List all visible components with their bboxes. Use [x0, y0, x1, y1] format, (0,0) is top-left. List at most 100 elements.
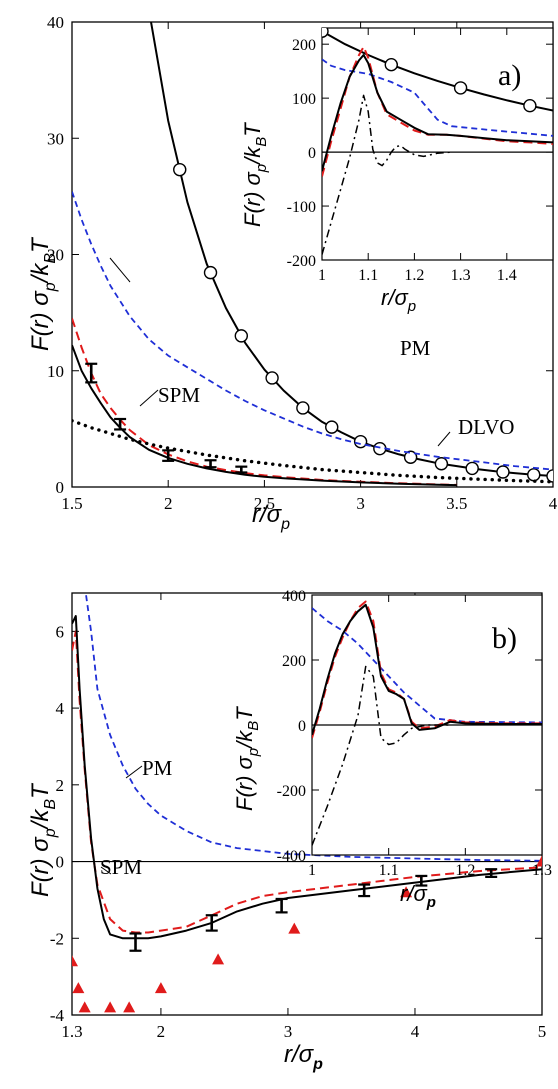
series-line-spm: [72, 615, 542, 940]
x-tick-label: 1.2: [455, 862, 475, 879]
data-marker-triangle: [154, 982, 167, 994]
series-line-pm: [72, 191, 553, 471]
x-tick-label: 1.3: [61, 1022, 82, 1041]
y-tick-label: 0: [56, 853, 65, 872]
series-line-pm: [322, 58, 553, 137]
series-line-dash-dot: [322, 94, 452, 255]
panel-b-label: b): [492, 622, 517, 655]
data-marker-circle: [203, 265, 218, 280]
data-marker-circle: [373, 441, 387, 456]
x-tick-label: 4: [411, 1022, 420, 1041]
data-marker-circle: [143, 4, 155, 16]
panel-b-ylabel: F(r) σp/kBT: [27, 782, 59, 897]
y-tick-label: -400: [277, 848, 306, 865]
x-tick-label: 1: [308, 862, 316, 879]
data-marker-circle: [403, 450, 418, 464]
series-line-pm: [84, 593, 542, 862]
inset-b-series: [312, 600, 542, 846]
spm-leader-b: [100, 866, 112, 875]
x-tick-label: 1.2: [404, 267, 424, 284]
y-tick-label: 0: [308, 145, 316, 162]
spm-leader: [139, 389, 159, 407]
panel-b-ticks: 1.3 2 3 4 5 -4 -2 0 2 4 6: [50, 593, 546, 1041]
inset-a-frame: [321, 27, 554, 261]
x-tick-label: 2.5: [254, 494, 275, 513]
data-marker-triangle: [72, 982, 85, 994]
x-tick-label: 4: [549, 494, 558, 513]
series-line-dotted: [72, 419, 553, 484]
data-marker-triangle: [400, 886, 413, 898]
data-marker-circle: [384, 57, 398, 72]
panel-a-series: [72, 4, 553, 487]
panel-b-series: [72, 593, 542, 1013]
data-marker-circle: [296, 401, 310, 415]
data-marker-circle: [173, 162, 187, 177]
spm-annotation-b: SPM: [100, 855, 142, 879]
data-marker-circle: [523, 98, 537, 113]
x-tick-label: 3: [356, 494, 365, 513]
svg-text:F(r) σp/kBT: F(r) σp/kBT: [27, 236, 59, 351]
y-tick-label: 100: [292, 91, 316, 108]
data-marker-triangle: [104, 1001, 117, 1013]
y-tick-label: 200: [282, 653, 306, 670]
data-marker-circle: [546, 469, 553, 483]
y-tick-label: 30: [47, 129, 64, 148]
series-line-spm: [312, 603, 542, 736]
pm-annotation: PM: [400, 336, 431, 360]
data-marker-triangle: [123, 1001, 136, 1013]
y-tick-label: 20: [47, 246, 64, 265]
series-line-spm: [322, 54, 553, 172]
data-marker-circle: [325, 420, 339, 434]
series-line-dash-dot: [312, 665, 450, 846]
svg-text:F(r) σp/kBT: F(r) σp/kBT: [240, 122, 270, 227]
panel-a-ylabel: F(r) σp/kBT: [27, 236, 59, 351]
series-line-spm: [72, 344, 457, 487]
y-tick-label: -200: [287, 253, 316, 270]
svg-text:F(r) σp/kBT: F(r) σp/kBT: [27, 782, 59, 897]
y-tick-label: 40: [47, 13, 64, 32]
y-tick-label: -2: [50, 929, 64, 948]
x-tick-label: 2: [157, 1022, 166, 1041]
pm-leader: [109, 257, 131, 283]
data-marker-triangle: [72, 955, 78, 967]
data-marker-circle: [265, 371, 279, 385]
svg-text:F(r) σp/kBT: F(r) σp/kBT: [232, 706, 262, 811]
data-marker-triangle: [212, 953, 225, 965]
data-marker-circle: [496, 465, 510, 479]
y-tick-label: -200: [277, 783, 306, 800]
data-marker-triangle: [78, 1001, 91, 1013]
x-tick-label: 1.3: [532, 862, 552, 879]
y-tick-label: -100: [287, 199, 316, 216]
data-marker-circle: [434, 457, 449, 471]
inset-b-xlabel: r/σp: [400, 881, 436, 911]
x-tick-label: 1.3: [451, 267, 471, 284]
series-line-spm-dashed: [312, 600, 542, 739]
y-tick-label: 200: [292, 37, 316, 54]
panel-b-inset: 1 1.1 1.2 1.3 -400 -200 0 200 400 b) r/σp F(r) σ…: [232, 588, 552, 911]
x-tick-label: 3: [284, 1022, 293, 1041]
data-marker-triangle: [288, 922, 301, 934]
panel-a-inset: 1 1.1 1.2 1.3 1.4 -200 -100 0 100 200 a) r/σp F(r…: [240, 27, 554, 315]
pm-leader-b: [125, 765, 143, 779]
data-marker-circle: [353, 434, 368, 449]
spm-annotation: SPM: [158, 383, 200, 407]
x-tick-label: 1.5: [61, 494, 82, 513]
x-tick-label: 1.4: [497, 267, 517, 284]
dlvo-leader: [437, 431, 451, 447]
pm-annotation-b: PM: [142, 756, 173, 780]
x-tick-label: 5: [538, 1022, 547, 1041]
data-marker-circle: [453, 81, 468, 95]
inset-a-ticks: 1 1.1 1.2 1.3 1.4 -200 -100 0 100 200: [287, 28, 553, 284]
data-marker-circle: [465, 461, 479, 476]
y-tick-label: 4: [56, 699, 65, 718]
data-marker-circle: [322, 28, 329, 38]
x-tick-label: 3.5: [446, 494, 467, 513]
x-tick-label: 1: [318, 267, 326, 284]
data-marker-circle: [234, 329, 249, 343]
y-tick-label: 10: [47, 362, 64, 381]
data-marker-circle: [527, 468, 541, 482]
panel-a-label: a): [498, 59, 521, 92]
